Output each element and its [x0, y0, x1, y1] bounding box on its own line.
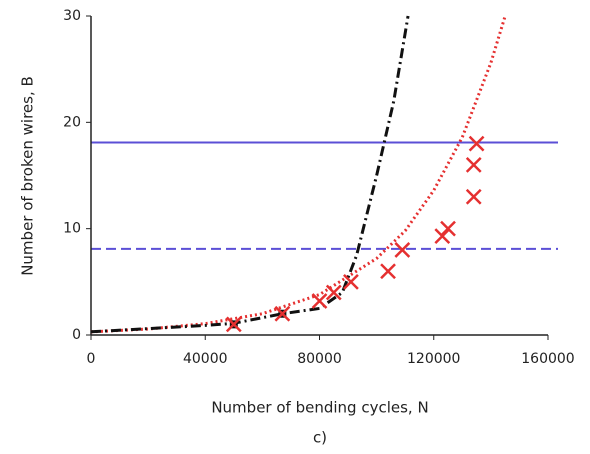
y-tick-label: 20: [63, 114, 81, 130]
x-tick-label: 120000: [407, 351, 460, 367]
marker: [465, 156, 482, 173]
x-tick-label: 40000: [183, 351, 228, 367]
curve: [90, 15, 507, 334]
y-axis-label: Number of broken wires, B: [19, 76, 37, 276]
x-tick-label: 80000: [297, 351, 342, 367]
x-tick-label: 0: [87, 351, 96, 367]
marker: [225, 316, 242, 333]
marker: [468, 135, 485, 152]
marker: [465, 188, 482, 205]
marker: [380, 263, 396, 280]
y-tick-label: 30: [63, 8, 81, 24]
caption: c): [313, 429, 327, 447]
marker: [440, 220, 456, 237]
y-tick-label: 0: [72, 327, 81, 343]
x-axis-label: Number of bending cycles, N: [211, 399, 428, 417]
marker: [325, 284, 342, 301]
marker: [343, 273, 359, 290]
marker: [394, 242, 411, 258]
marker: [311, 293, 328, 309]
y-tick-label: 10: [63, 221, 81, 237]
curve: [90, 15, 410, 334]
x-tick-label: 160000: [521, 351, 574, 367]
marker: [274, 305, 291, 322]
